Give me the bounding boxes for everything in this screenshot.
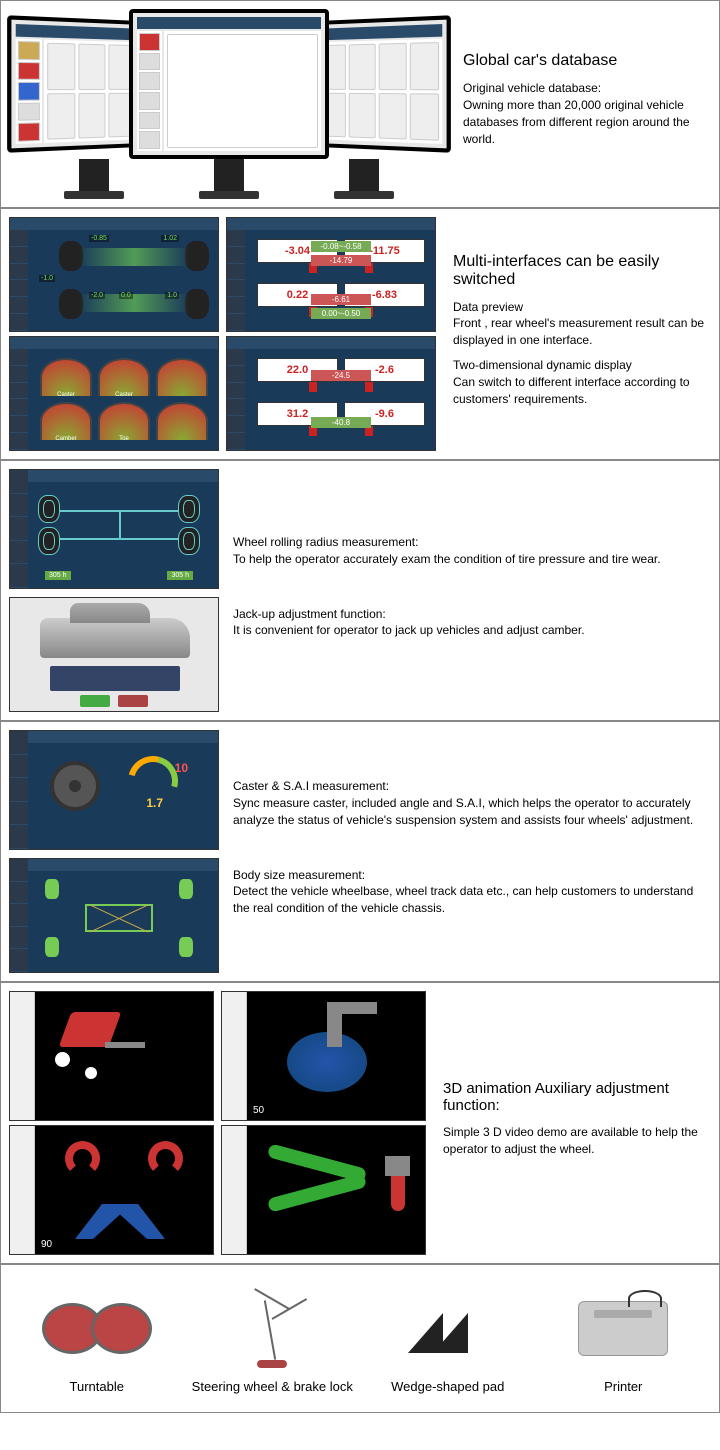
animation-desc: Simple 3 D video demo are available to h…: [443, 1124, 707, 1158]
section-caster-body: 10 1.7 Caster & S.A.I measurement: Sync m…: [0, 721, 720, 982]
turntable-icon: [37, 1303, 157, 1353]
anim-1: [9, 991, 214, 1121]
accessory-turntable: Turntable: [9, 1283, 185, 1394]
rolling-radius-image: 305 h 305 h: [9, 469, 219, 589]
caster-title: Caster & S.A.I measurement:: [233, 779, 389, 793]
iface-gauges: Caster Caster Camber Toe: [9, 336, 219, 451]
s4-images: 10 1.7: [9, 730, 219, 973]
s4-text: Caster & S.A.I measurement: Sync measure …: [229, 774, 711, 929]
s3-images: 305 h 305 h: [9, 469, 219, 712]
accessory-wedge: Wedge-shaped pad: [360, 1283, 536, 1394]
accessory-brake-lock: Steering wheel & brake lock: [185, 1283, 361, 1394]
s3-text: Wheel rolling radius measurement: To help…: [229, 530, 711, 651]
caster-desc: Sync measure caster, included angle and …: [233, 796, 693, 827]
interface-screenshots: -0.85 1.02 -1.0 -2.0 0.0 1.0 -3.04 -11.7…: [9, 217, 439, 451]
s5-text: 3D animation Auxiliary adjustment functi…: [439, 1076, 711, 1170]
database-text: Global car's database Original vehicle d…: [459, 48, 711, 159]
anim-2: 50: [221, 991, 426, 1121]
database-title: Global car's database: [463, 52, 707, 70]
animation-screenshots: 50 90: [9, 991, 429, 1255]
iface-numeric-top: -3.04 -11.75 0.22 -6.83 -0.08~-0.58 -14.…: [226, 217, 436, 332]
jackup-image: [9, 597, 219, 712]
brake-lock-icon: [237, 1288, 307, 1368]
anim-3: 90: [9, 1125, 214, 1255]
section-accessories: Turntable Steering wheel & brake lock We…: [0, 1264, 720, 1413]
jackup-desc: It is convenient for operator to jack up…: [233, 623, 585, 637]
bodysize-title: Body size measurement:: [233, 868, 365, 882]
jackup-title: Jack-up adjustment function:: [233, 607, 386, 621]
anim-4: [221, 1125, 426, 1255]
database-desc: Owning more than 20,000 original vehicle…: [463, 98, 690, 146]
iface-numeric-bottom: 22.0 -2.6 31.2 -9.6 -24.5 -40.8: [226, 336, 436, 451]
accessory-printer: Printer: [536, 1283, 712, 1394]
interfaces-title: Multi-interfaces can be easily switched: [453, 253, 707, 289]
bodysize-image: [9, 858, 219, 973]
iface-wheel-alignment: -0.85 1.02 -1.0 -2.0 0.0 1.0: [9, 217, 219, 332]
printer-label: Printer: [536, 1379, 712, 1394]
caster-image: 10 1.7: [9, 730, 219, 850]
database-subtitle: Original vehicle database:: [463, 81, 601, 95]
section-rolling-jackup: 305 h 305 h Wheel rolling radius measure…: [0, 460, 720, 721]
brake-lock-label: Steering wheel & brake lock: [185, 1379, 361, 1394]
interfaces-text: Multi-interfaces can be easily switched …: [449, 249, 711, 420]
monitors-image: [9, 9, 449, 199]
wedge-icon: [408, 1303, 488, 1353]
bodysize-desc: Detect the vehicle wheelbase, wheel trac…: [233, 884, 693, 915]
turntable-label: Turntable: [9, 1379, 185, 1394]
rolling-title: Wheel rolling radius measurement:: [233, 535, 418, 549]
section-3d-animation: 50 90 3D animation Auxiliary adjustment …: [0, 982, 720, 1264]
section-interfaces: -0.85 1.02 -1.0 -2.0 0.0 1.0 -3.04 -11.7…: [0, 208, 720, 460]
wedge-label: Wedge-shaped pad: [360, 1379, 536, 1394]
printer-icon: [578, 1301, 668, 1356]
rolling-desc: To help the operator accurately exam the…: [233, 552, 661, 566]
animation-title: 3D animation Auxiliary adjustment functi…: [443, 1080, 707, 1114]
section-database: Global car's database Original vehicle d…: [0, 0, 720, 208]
